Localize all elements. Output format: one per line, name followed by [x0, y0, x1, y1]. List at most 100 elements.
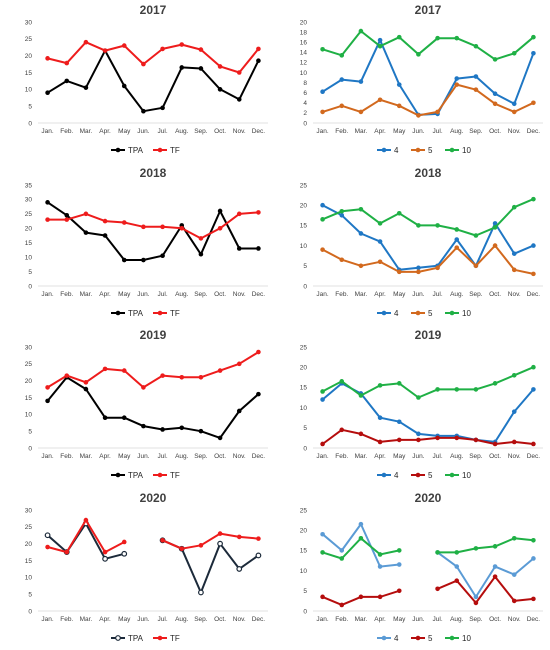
data-point: [102, 555, 108, 562]
x-tick-label: Jul.: [433, 291, 443, 298]
data-point: [320, 89, 325, 94]
x-tick-label: Apr.: [374, 291, 386, 298]
data-point: [358, 393, 364, 398]
data-point: [358, 263, 364, 268]
data-point: [102, 218, 108, 223]
chart-title: 2020: [415, 491, 442, 505]
legend-marker: [449, 147, 455, 153]
data-point: [256, 391, 261, 397]
y-tick-label: 5: [28, 428, 32, 435]
data-point: [473, 43, 479, 49]
x-tick-label: Jan.: [316, 616, 328, 623]
series-line: [322, 244, 534, 275]
x-tick-label: Jan.: [41, 616, 53, 623]
data-point: [320, 549, 325, 555]
data-point: [339, 103, 345, 109]
x-tick-label: Oct.: [489, 453, 501, 460]
legend-marker: [449, 472, 455, 478]
x-tick-label: Nov.: [508, 291, 521, 298]
data-point: [320, 46, 325, 52]
data-point: [531, 387, 536, 392]
legend-label: TF: [170, 146, 180, 155]
data-point: [492, 573, 498, 579]
x-tick-label: Jul.: [158, 291, 168, 298]
data-point: [217, 530, 223, 536]
data-point: [416, 269, 421, 274]
series-line: [437, 575, 534, 604]
y-tick-label: 20: [300, 202, 308, 209]
series-line: [162, 538, 259, 593]
series-line: [46, 522, 125, 560]
x-tick-label: Jun.: [412, 616, 424, 623]
x-tick-label: Mar.: [355, 291, 368, 298]
y-tick-label: 25: [300, 344, 308, 351]
data-point: [198, 235, 204, 241]
x-tick-label: Oct.: [489, 616, 501, 623]
data-point: [236, 534, 242, 539]
data-point: [454, 226, 460, 232]
chart-title: 2017: [140, 3, 167, 17]
y-tick-label: 15: [25, 557, 33, 564]
x-tick-label: Apr.: [374, 128, 386, 135]
series-4: [320, 521, 536, 599]
data-point: [454, 76, 460, 81]
y-tick-label: 20: [300, 19, 308, 26]
data-point: [396, 547, 402, 553]
data-point: [377, 220, 383, 226]
data-point: [492, 224, 498, 230]
chart-2018-left: 2018 0 5 10 15 20 25 30 35 Jan. Feb. Mar. Apr. May Jun…: [25, 166, 268, 318]
data-point: [217, 87, 223, 92]
data-point: [141, 257, 146, 262]
data-point: [83, 229, 89, 235]
data-point: [236, 97, 242, 102]
x-tick-label: Jul.: [433, 453, 443, 460]
y-tick-label: 4: [303, 100, 307, 107]
data-point: [435, 585, 440, 591]
data-point: [217, 368, 223, 373]
data-point: [83, 39, 89, 45]
y-tick-label: 5: [303, 588, 307, 595]
x-tick-label: Oct.: [489, 291, 501, 298]
data-point: [198, 251, 204, 257]
legend-marker: [115, 147, 121, 153]
legend-label: 10: [462, 146, 471, 155]
data-point: [102, 232, 108, 238]
data-point: [435, 109, 440, 115]
legend-marker: [115, 472, 121, 478]
data-point: [492, 101, 498, 107]
data-point: [256, 58, 261, 64]
legend-marker: [115, 310, 121, 315]
y-tick-label: 25: [25, 211, 33, 218]
data-point: [83, 517, 89, 522]
data-point: [358, 521, 364, 526]
data-point: [377, 551, 383, 557]
data-point: [396, 103, 402, 109]
y-tick-label: 12: [300, 60, 308, 67]
data-point: [179, 42, 185, 47]
x-tick-label: Apr.: [99, 291, 111, 298]
x-tick-label: Jan.: [316, 453, 328, 460]
data-point: [454, 236, 460, 242]
x-tick-label: May: [393, 616, 406, 623]
x-tick-label: Jan.: [316, 291, 328, 298]
x-tick-label: Feb.: [60, 128, 73, 135]
data-point: [64, 78, 70, 84]
x-tick-label: May: [393, 453, 406, 460]
data-point: [121, 257, 127, 262]
legend-label: 4: [394, 146, 399, 155]
data-point: [511, 250, 517, 256]
data-point: [198, 542, 204, 548]
data-point: [531, 555, 536, 561]
data-point: [141, 423, 146, 429]
x-tick-label: Nov.: [233, 453, 246, 460]
data-point: [492, 543, 498, 549]
data-point: [141, 61, 146, 67]
data-point: [121, 368, 127, 373]
data-point: [160, 105, 165, 111]
legend-label: TPA: [128, 309, 144, 318]
y-tick-label: 25: [25, 524, 33, 531]
x-tick-label: Sep.: [194, 128, 208, 135]
data-point: [531, 51, 536, 56]
series-TF: [45, 209, 261, 241]
legend-marker: [381, 635, 387, 640]
